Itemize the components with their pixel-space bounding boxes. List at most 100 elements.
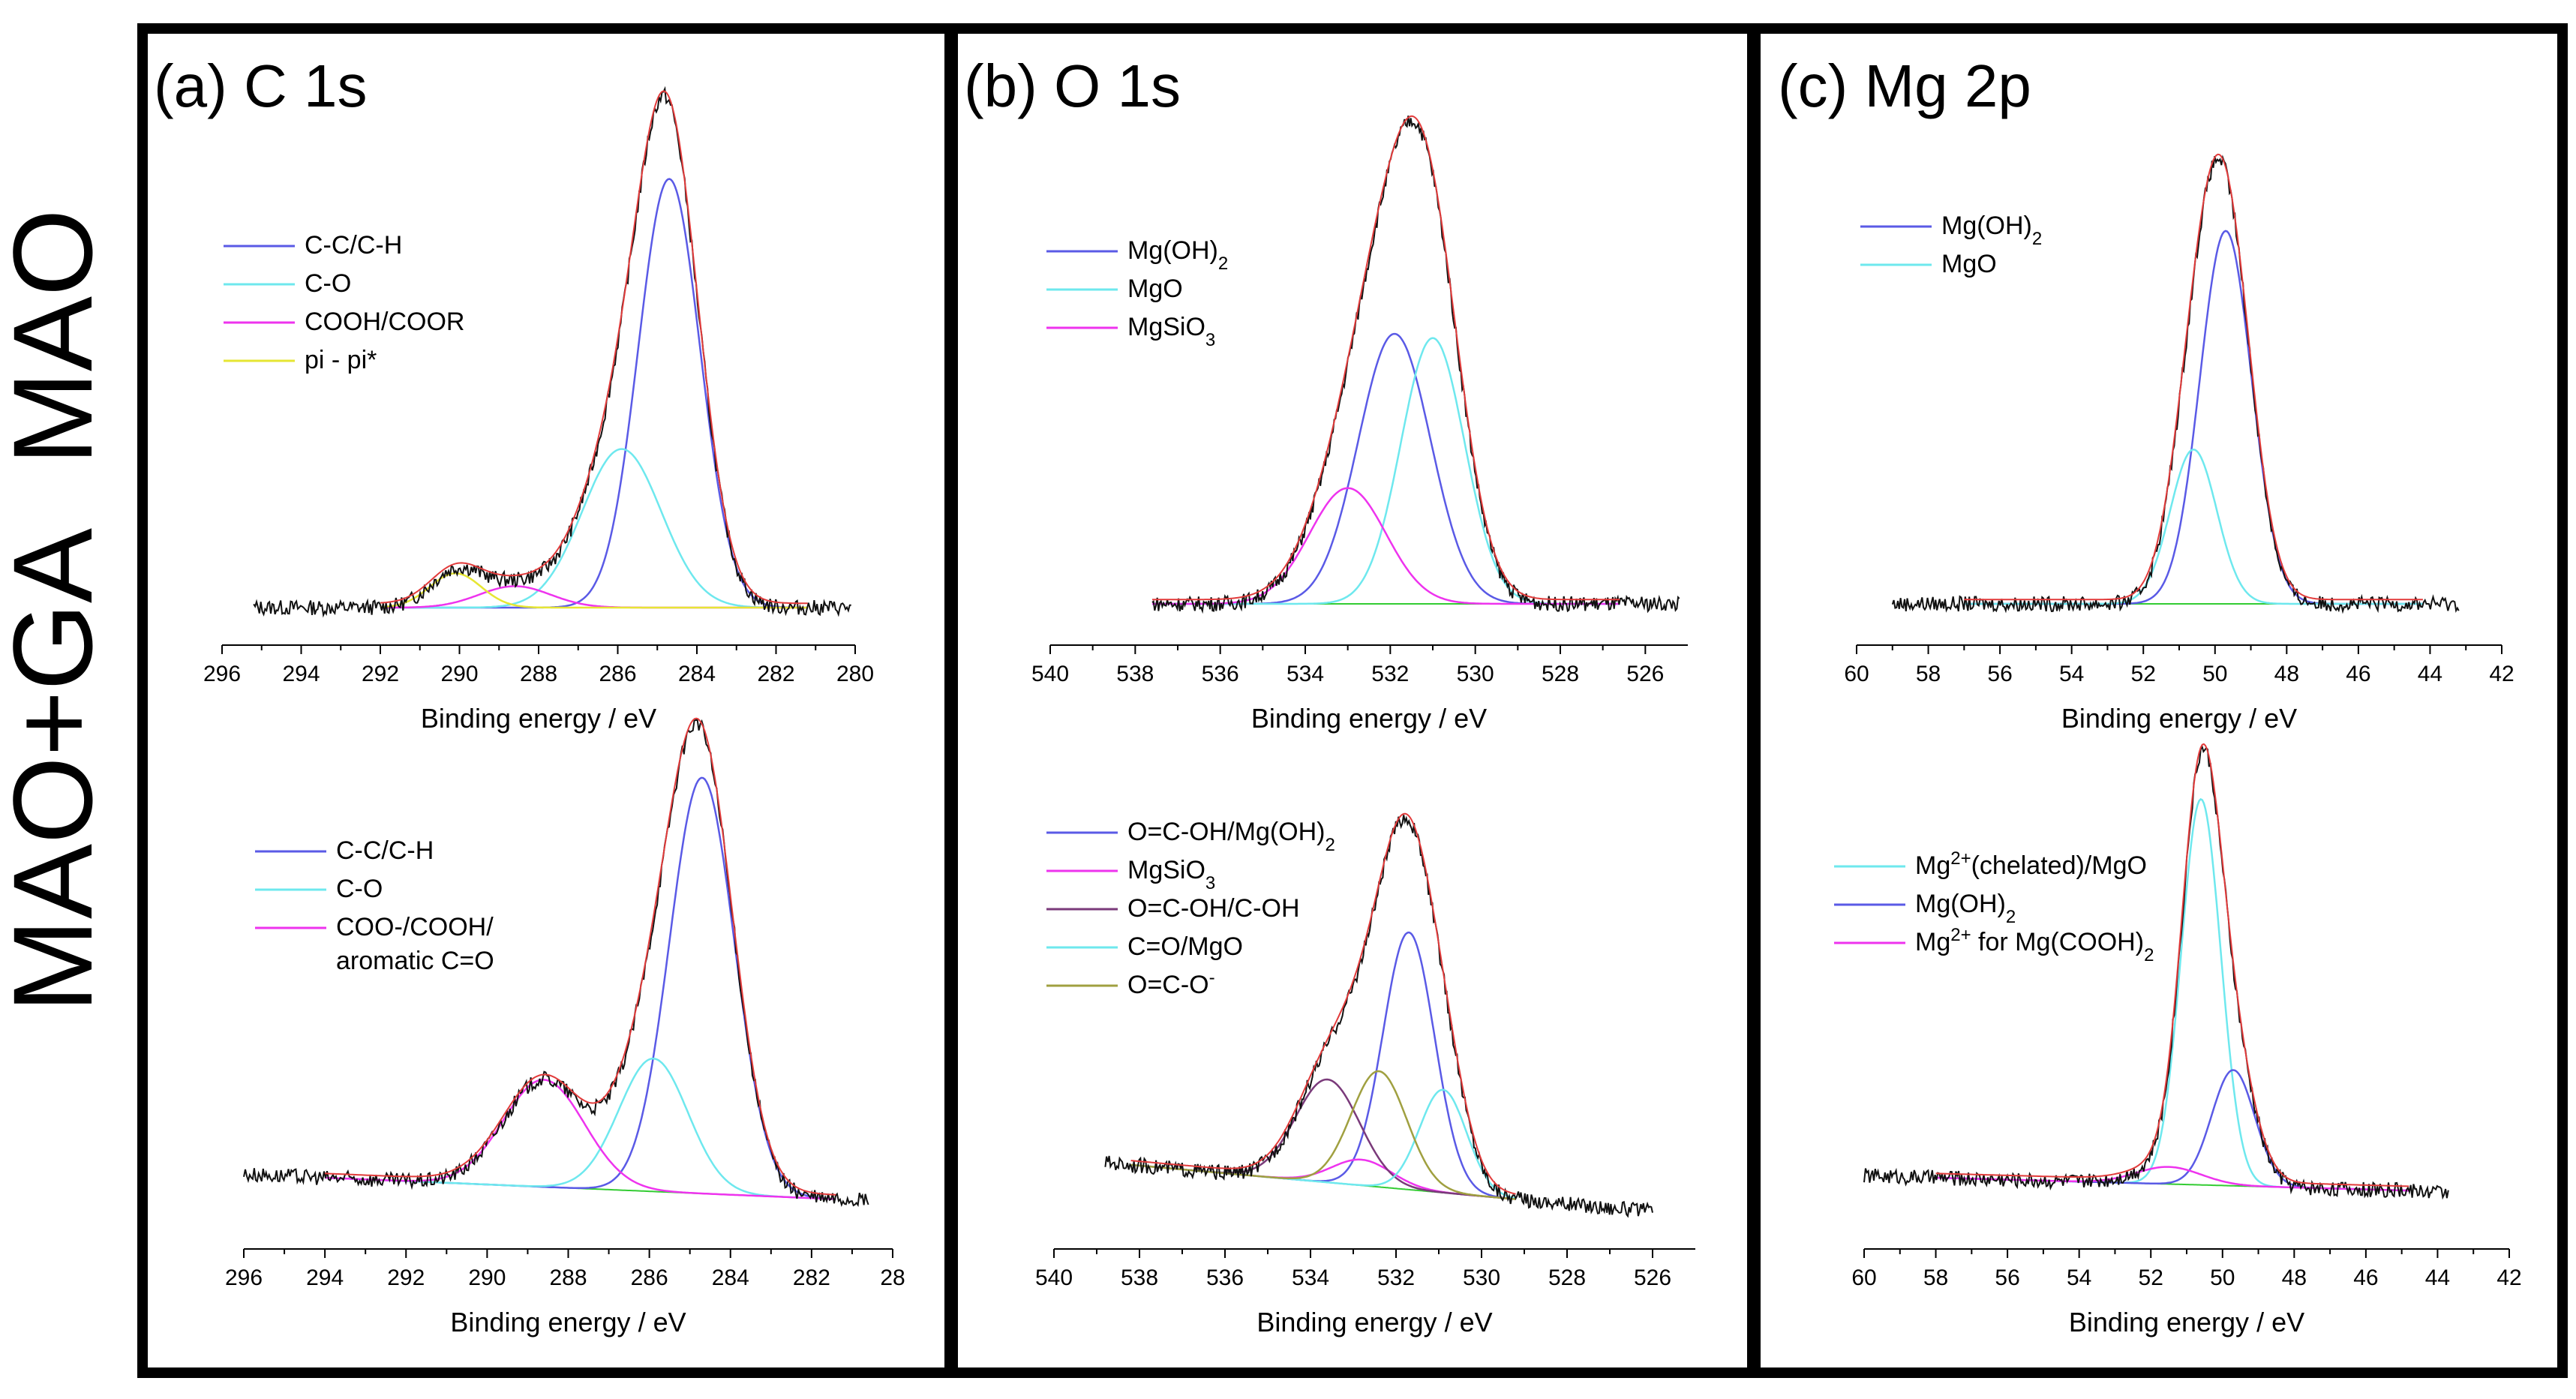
panel-c-bottom: 60 58 56 54 52 50 48 46 44 42 Binding energy / eV M… (1834, 743, 2522, 1337)
peak-o-c-o- (1130, 1070, 1516, 1200)
x-tick-label: 526 (1626, 662, 1664, 686)
panel-c-top: 60 58 56 54 52 50 48 46 44 42 Binding energy / eV (… (1778, 53, 2514, 734)
x-tick-label: 534 (1292, 1265, 1329, 1290)
x-tick-label: 282 (793, 1265, 830, 1290)
panel-title: (c) Mg 2p (1778, 53, 2031, 119)
peak-mgsio3 (1152, 487, 1620, 605)
x-tick-label: 28 (880, 1265, 905, 1290)
x-tick-label: 296 (225, 1265, 263, 1290)
x-tick-label: 292 (387, 1265, 425, 1290)
x-axis-label: Binding energy / eV (2061, 703, 2297, 734)
x-tick-label: 50 (2210, 1265, 2235, 1290)
x-tick-label: 54 (2067, 1265, 2091, 1290)
x-tick-label: 296 (203, 662, 241, 686)
panel-b-bottom: 540 538 536 534 532 530 528 526 Binding energy /… (1035, 812, 1695, 1337)
peak-mgo (1152, 337, 1620, 605)
x-tick-label: 284 (712, 1265, 749, 1290)
envelope-curve (325, 717, 836, 1196)
x-tick-label: 58 (1923, 1265, 1948, 1290)
legend-entry: O=C-O- (1127, 968, 1215, 1000)
x-tick-label: 538 (1121, 1265, 1158, 1290)
panel-title: (a) C 1s (154, 53, 368, 119)
x-tick-label: 48 (2274, 662, 2299, 686)
x-axis-label: Binding energy / eV (421, 703, 656, 734)
x-tick-label: 534 (1286, 662, 1324, 686)
x-tick-label: 50 (2202, 662, 2227, 686)
panel-b-top: 540 538 536 534 532 530 528 526 Binding energy /… (964, 53, 1688, 734)
peak-c-o (380, 448, 808, 609)
x-axis-label: Binding energy / eV (1251, 703, 1487, 734)
x-tick-label: 290 (440, 662, 478, 686)
x-tick-label: 288 (549, 1265, 587, 1290)
legend-entry: MgSiO3 (1127, 313, 1215, 350)
x-tick-label: 292 (362, 662, 399, 686)
x-tick-label: 54 (2059, 662, 2084, 686)
panel-a-top: 296 294 292 290 288 286 284 282 280 Binding energ… (154, 53, 874, 734)
x-tick-label: 42 (2489, 662, 2514, 686)
legend-entry: Mg2+ for Mg(COOH)2 (1915, 925, 2154, 965)
experimental-curve (1151, 116, 1680, 614)
legend-entry: Mg(OH)2 (1915, 890, 2016, 927)
envelope-curve (380, 90, 808, 605)
legend-entry: COOH/COOR (305, 308, 464, 336)
x-tick-label: 294 (282, 662, 320, 686)
peak-c-c-c-h (380, 178, 808, 609)
x-tick-label: 294 (306, 1265, 344, 1290)
panel-title: (b) O 1s (964, 53, 1181, 119)
legend-entry: C=O/MgO (1127, 932, 1243, 961)
frame-c (1750, 23, 2568, 1378)
x-tick-label: 44 (2418, 662, 2442, 686)
legend-entry: COO-/COOH/ (336, 913, 494, 941)
x-tick-label: 56 (1987, 662, 2012, 686)
x-tick-label: 288 (520, 662, 557, 686)
legend-entry: Mg(OH)2 (1941, 212, 2042, 249)
legend-entry: C-C/C-H (336, 836, 434, 865)
experimental-curve (1863, 744, 2449, 1200)
x-tick-label: 528 (1542, 662, 1579, 686)
envelope-curve (1935, 743, 2409, 1187)
x-tick-label: 42 (2496, 1265, 2521, 1290)
legend-entry: pi - pi* (305, 346, 377, 374)
x-axis-label: Binding energy / eV (450, 1307, 686, 1337)
x-tick-label: 528 (1548, 1265, 1586, 1290)
experimental-curve (243, 718, 869, 1207)
legend-entry: C-C/C-H (305, 231, 402, 260)
peak-pi-pi- (380, 572, 808, 609)
legend-entry: O=C-OH/Mg(OH)2 (1127, 818, 1335, 855)
x-tick-label: 530 (1457, 662, 1494, 686)
legend-entry: C-O (305, 269, 351, 298)
peak-c-o-mgo (1130, 1088, 1516, 1199)
x-tick-label: 280 (836, 662, 874, 686)
legend-entry: Mg2+(chelated)/MgO (1915, 848, 2147, 881)
x-tick-label: 286 (599, 662, 636, 686)
envelope-curve (1964, 153, 2423, 601)
x-tick-label: 56 (1995, 1265, 2019, 1290)
x-tick-label: 532 (1377, 1265, 1415, 1290)
envelope-curve (1152, 115, 1620, 601)
x-tick-label: 48 (2282, 1265, 2307, 1290)
x-tick-label: 286 (631, 1265, 668, 1290)
x-tick-label: 284 (678, 662, 716, 686)
x-tick-label: 530 (1463, 1265, 1500, 1290)
legend-entry: Mg(OH)2 (1127, 236, 1228, 274)
frame-b (947, 23, 1758, 1378)
x-tick-label: 52 (2139, 1265, 2163, 1290)
peak-mgo (1964, 449, 2423, 605)
peak-cooh-coor (380, 585, 808, 609)
x-tick-label: 44 (2425, 1265, 2450, 1290)
legend-entry-line2: aromatic C=O (336, 947, 494, 975)
x-tick-label: 536 (1202, 662, 1239, 686)
envelope-curve (1130, 812, 1516, 1195)
x-tick-label: 526 (1634, 1265, 1671, 1290)
x-tick-label: 532 (1371, 662, 1409, 686)
x-tick-label: 58 (1916, 662, 1941, 686)
x-tick-label: 52 (2131, 662, 2156, 686)
x-tick-label: 290 (468, 1265, 506, 1290)
x-tick-label: 46 (2353, 1265, 2378, 1290)
x-tick-label: 540 (1031, 662, 1069, 686)
x-tick-label: 60 (1844, 662, 1869, 686)
peak-mg-oh-2 (1152, 332, 1620, 605)
peak-mg-oh-2 (1935, 1069, 2409, 1192)
x-axis-label: Binding energy / eV (1256, 1307, 1492, 1337)
